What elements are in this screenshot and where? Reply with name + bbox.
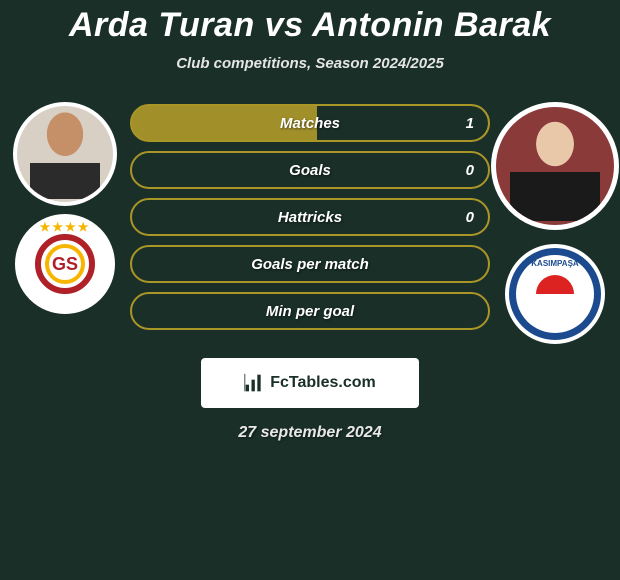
fctables-badge[interactable]: FcTables.com — [201, 358, 419, 408]
stat-label: Matches — [280, 115, 340, 132]
stat-value-right: 1 — [466, 115, 474, 132]
player-right-club-logo: KASIMPAŞA — [505, 244, 605, 344]
bar-chart-icon — [244, 373, 264, 393]
brand-label: FcTables.com — [270, 374, 376, 392]
kasimpasa-crest-icon: KASIMPAŞA — [516, 255, 594, 333]
player-left-club-logo: ★★★★ GS — [15, 214, 115, 314]
player-right-silhouette-icon — [510, 111, 600, 221]
comparison-card: Arda Turan vs Antonin Barak Club competi… — [0, 0, 620, 442]
galatasaray-crest-icon: ★★★★ GS — [35, 234, 95, 294]
player-left-silhouette-icon — [30, 109, 100, 199]
crest-stars-icon: ★★★★ — [39, 220, 90, 234]
stat-bar-goals: Goals 0 — [130, 151, 490, 189]
subtitle: Club competitions, Season 2024/2025 — [0, 55, 620, 72]
crest-inner-icon — [536, 275, 574, 313]
stat-bar-hattricks: Hattricks 0 — [130, 198, 490, 236]
stat-bar-matches: Matches 1 — [130, 104, 490, 142]
stat-label: Min per goal — [266, 303, 354, 320]
player-left-photo — [13, 102, 117, 206]
player-right-photo — [491, 102, 619, 230]
stat-label: Hattricks — [278, 209, 342, 226]
left-column: ★★★★ GS — [0, 100, 130, 314]
stat-label: Goals — [289, 162, 331, 179]
stat-value-right: 0 — [466, 209, 474, 226]
stat-label: Goals per match — [251, 256, 369, 273]
stat-bar-goals-per-match: Goals per match — [130, 245, 490, 283]
date-label: 27 september 2024 — [0, 424, 620, 442]
stat-bar-fill — [317, 106, 488, 140]
stats-column: Matches 1 Goals 0 Hattricks 0 Goals per … — [130, 100, 490, 339]
main-row: ★★★★ GS Matches 1 Goals 0 Hattricks 0 Go… — [0, 100, 620, 344]
right-column: KASIMPAŞA — [490, 100, 620, 344]
stat-bar-min-per-goal: Min per goal — [130, 292, 490, 330]
stat-value-right: 0 — [466, 162, 474, 179]
brand-badge-row: FcTables.com — [0, 358, 620, 408]
page-title: Arda Turan vs Antonin Barak — [0, 6, 620, 45]
